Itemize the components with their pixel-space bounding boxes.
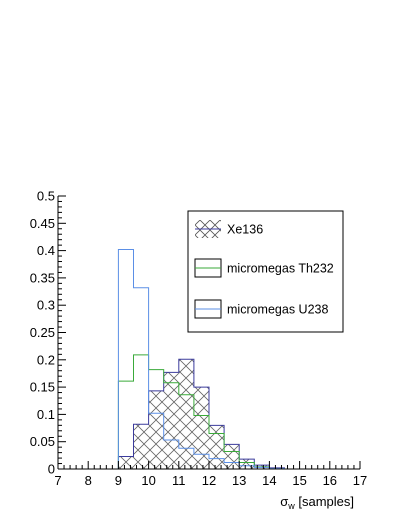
y-tick-label-2: 0.1 (37, 407, 55, 422)
x-tick-label-4: 11 (172, 473, 186, 488)
x-axis-title-rest: [samples] (295, 494, 354, 509)
legend: Xe136 micromegas Th232 micromegas U238 (187, 210, 344, 333)
axis-layer: 7 8 9 10 11 12 13 14 15 16 17 0 0.05 0.1 0.15 0.2 0.25 0.… (30, 189, 368, 489)
bar-0-9 (193, 387, 209, 469)
legend-entry-1: micromegas Th232 (194, 258, 334, 278)
x-tick-label-1: 8 (85, 473, 92, 488)
bar-0-5 (133, 424, 149, 469)
y-tick-label-1: 0.05 (30, 434, 55, 449)
legend-label-1: micromegas Th232 (227, 262, 334, 276)
legend-label-2: micromegas U238 (227, 303, 328, 317)
y-tick-label-7: 0.35 (30, 270, 55, 285)
bar-0-4 (118, 456, 134, 469)
y-tick-label-10: 0.5 (37, 189, 55, 204)
series-0 (58, 358, 360, 470)
x-tick-label-5: 12 (202, 473, 216, 488)
x-axis-title-symbol: σ (280, 494, 288, 509)
series-layer (58, 249, 360, 470)
bar-0-8 (178, 359, 194, 469)
x-axis-title: σw [samples] (280, 494, 354, 511)
legend-entry-0: Xe136 (195, 220, 263, 238)
bar-0-10 (209, 425, 225, 469)
x-tick-label-9: 16 (323, 473, 337, 488)
bar-0-12 (239, 459, 255, 469)
x-tick-label-8: 15 (292, 473, 306, 488)
y-tick-label-5: 0.25 (30, 325, 55, 340)
y-tick-label-6: 0.3 (37, 298, 55, 313)
y-tick-label-4: 0.2 (37, 352, 55, 367)
bar-0-11 (224, 444, 240, 469)
x-tick-label-2: 9 (115, 473, 122, 488)
x-tick-label-6: 13 (232, 473, 246, 488)
y-tick-label-3: 0.15 (30, 380, 55, 395)
y-tick-label-0: 0 (48, 462, 55, 477)
y-tick-label-9: 0.45 (30, 216, 55, 231)
x-tick-label-3: 10 (141, 473, 155, 488)
bar-0-7 (163, 372, 179, 469)
x-axis-title-subscript: w (287, 501, 295, 511)
legend-entry-2: micromegas U238 (194, 299, 328, 319)
legend-label-0: Xe136 (227, 223, 263, 237)
y-tick-label-8: 0.4 (37, 243, 55, 258)
x-tick-label-0: 7 (54, 473, 61, 488)
x-tick-label-10: 17 (353, 473, 367, 488)
bar-0-6 (148, 390, 164, 469)
x-tick-label-7: 14 (262, 473, 276, 488)
